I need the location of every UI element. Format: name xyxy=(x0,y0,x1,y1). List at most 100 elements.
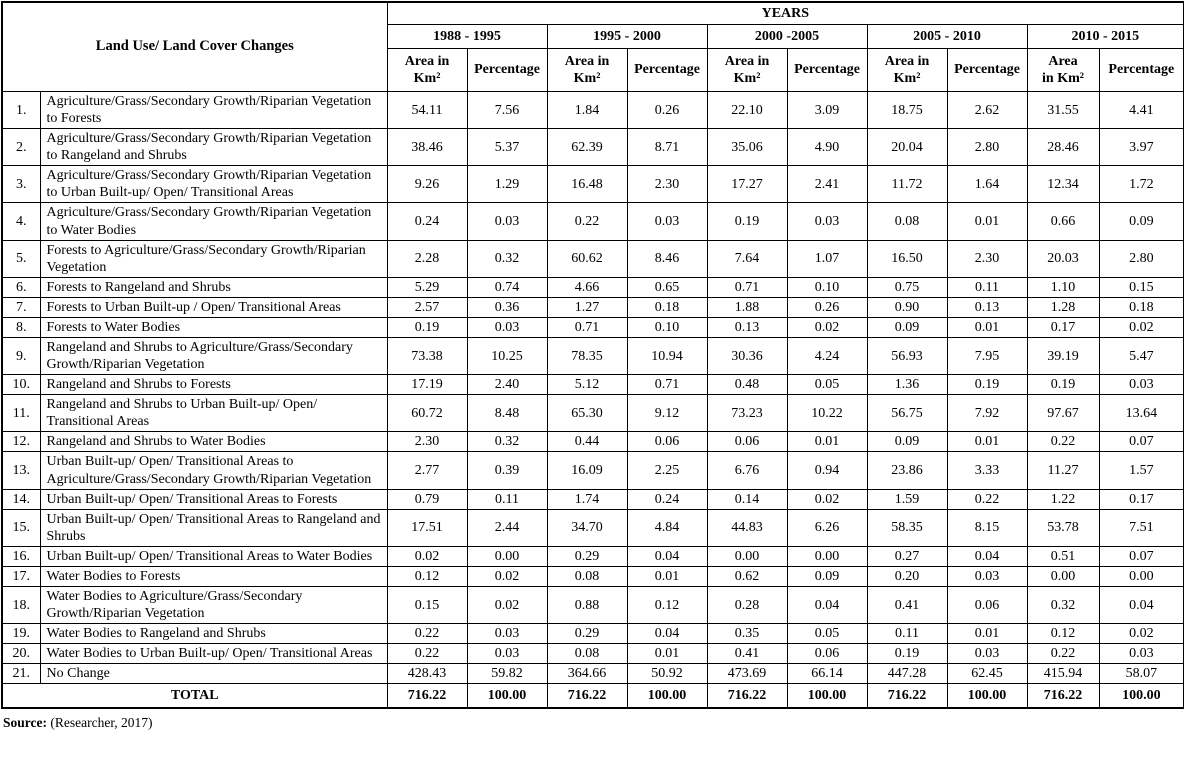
table-row: 2. Agriculture/Grass/Secondary Growth/Rip… xyxy=(1,128,1184,167)
row-number: 21. xyxy=(1,663,41,685)
col-header-area: Area in Km² xyxy=(866,48,948,92)
cell-value: 0.18 xyxy=(626,296,708,318)
cell-value: 1.84 xyxy=(546,90,628,130)
cell-value: 0.74 xyxy=(466,276,548,298)
cell-value: 0.20 xyxy=(866,565,948,588)
cell-value: 17.27 xyxy=(706,165,788,204)
cell-value: 0.75 xyxy=(866,276,948,298)
row-label: Agriculture/Grass/Secondary Growth/Ripar… xyxy=(39,165,388,204)
cell-value: 0.04 xyxy=(626,623,708,645)
cell-value: 0.09 xyxy=(866,316,948,339)
row-label: Agriculture/Grass/Secondary Growth/Ripar… xyxy=(39,202,388,241)
cell-value: 1.88 xyxy=(706,296,788,318)
table-row: 5. Forests to Agriculture/Grass/Secondary… xyxy=(1,239,1184,278)
cell-value: 7.64 xyxy=(706,239,788,278)
source-value: (Researcher, 2017) xyxy=(47,715,153,731)
cell-value: 0.88 xyxy=(546,586,628,625)
cell-value: 473.69 xyxy=(706,663,788,685)
cell-value: 2.80 xyxy=(1098,239,1184,278)
cell-value: 7.56 xyxy=(466,90,548,130)
cell-value: 0.26 xyxy=(626,90,708,130)
row-label: Urban Built-up/ Open/ Transitional Areas… xyxy=(39,508,388,547)
cell-value: 1.10 xyxy=(1026,276,1100,298)
col-header-percentage: Percentage xyxy=(786,48,868,92)
cell-value: 0.12 xyxy=(626,586,708,625)
table-row: 12. Rangeland and Shrubs to Water Bodies 2… xyxy=(1,431,1184,453)
row-number: 9. xyxy=(1,337,41,376)
table-row: 16. Urban Built-up/ Open/ Transitional Ar… xyxy=(1,545,1184,567)
cell-value: 0.03 xyxy=(466,202,548,241)
cell-value: 35.06 xyxy=(706,128,788,167)
cell-value: 0.24 xyxy=(626,488,708,510)
cell-value: 0.10 xyxy=(786,276,868,298)
col-header-area: Area in Km² xyxy=(386,48,468,92)
row-label: Agriculture/Grass/Secondary Growth/Ripar… xyxy=(39,90,388,130)
cell-value: 0.03 xyxy=(786,202,868,241)
cell-value: 0.06 xyxy=(626,431,708,453)
period-header: 2010 - 2015 xyxy=(1026,24,1184,49)
cell-value: 58.35 xyxy=(866,508,948,547)
cell-value: 20.03 xyxy=(1026,239,1100,278)
cell-value: 0.04 xyxy=(626,545,708,567)
cell-value: 2.44 xyxy=(466,508,548,547)
cell-value: 4.90 xyxy=(786,128,868,167)
row-label: Forests to Urban Built-up / Open/ Transi… xyxy=(39,296,388,318)
cell-value: 0.17 xyxy=(1026,316,1100,339)
cell-value: 0.09 xyxy=(786,565,868,588)
cell-value: 8.15 xyxy=(946,508,1028,547)
cell-value: 0.29 xyxy=(546,545,628,567)
cell-value: 13.64 xyxy=(1098,394,1184,433)
cell-value: 0.71 xyxy=(706,276,788,298)
cell-value: 4.66 xyxy=(546,276,628,298)
cell-value: 59.82 xyxy=(466,663,548,685)
cell-value: 0.03 xyxy=(466,316,548,339)
cell-value: 0.19 xyxy=(706,202,788,241)
cell-value: 0.15 xyxy=(386,586,468,625)
cell-value: 0.71 xyxy=(626,374,708,396)
cell-value: 20.04 xyxy=(866,128,948,167)
total-value: 716.22 xyxy=(1026,683,1100,709)
cell-value: 10.22 xyxy=(786,394,868,433)
cell-value: 4.41 xyxy=(1098,90,1184,130)
cell-value: 0.03 xyxy=(946,643,1028,665)
cell-value: 0.06 xyxy=(946,586,1028,625)
cell-value: 0.02 xyxy=(386,545,468,567)
row-number: 17. xyxy=(1,565,41,588)
cell-value: 0.94 xyxy=(786,451,868,490)
cell-value: 62.39 xyxy=(546,128,628,167)
cell-value: 78.35 xyxy=(546,337,628,376)
cell-value: 0.11 xyxy=(466,488,548,510)
cell-value: 1.07 xyxy=(786,239,868,278)
row-label: Urban Built-up/ Open/ Transitional Areas… xyxy=(39,488,388,510)
cell-value: 428.43 xyxy=(386,663,468,685)
col-header-area: Area in Km² xyxy=(546,48,628,92)
cell-value: 0.35 xyxy=(706,623,788,645)
table-row: 21. No Change 428.43 59.82 364.66 50.92 473.69… xyxy=(1,663,1184,685)
row-label: Rangeland and Shrubs to Agriculture/Gras… xyxy=(39,337,388,376)
cell-value: 6.76 xyxy=(706,451,788,490)
cell-value: 73.38 xyxy=(386,337,468,376)
cell-value: 1.28 xyxy=(1026,296,1100,318)
cell-value: 2.41 xyxy=(786,165,868,204)
total-value: 100.00 xyxy=(466,683,548,709)
row-label: Water Bodies to Agriculture/Grass/Second… xyxy=(39,586,388,625)
cell-value: 97.67 xyxy=(1026,394,1100,433)
cell-value: 0.02 xyxy=(1098,623,1184,645)
cell-value: 0.22 xyxy=(386,623,468,645)
cell-value: 0.03 xyxy=(1098,374,1184,396)
cell-value: 0.02 xyxy=(786,316,868,339)
col-header-percentage: Percentage xyxy=(946,48,1028,92)
cell-value: 7.92 xyxy=(946,394,1028,433)
cell-value: 9.12 xyxy=(626,394,708,433)
cell-value: 10.94 xyxy=(626,337,708,376)
total-value: 716.22 xyxy=(866,683,948,709)
cell-value: 1.74 xyxy=(546,488,628,510)
row-number: 1. xyxy=(1,90,41,130)
cell-value: 22.10 xyxy=(706,90,788,130)
cell-value: 0.01 xyxy=(786,431,868,453)
cell-value: 5.37 xyxy=(466,128,548,167)
total-value: 100.00 xyxy=(786,683,868,709)
cell-value: 0.03 xyxy=(466,623,548,645)
row-label: Forests to Water Bodies xyxy=(39,316,388,339)
table-body: 1. Agriculture/Grass/Secondary Growth/Rip… xyxy=(1,90,1184,685)
